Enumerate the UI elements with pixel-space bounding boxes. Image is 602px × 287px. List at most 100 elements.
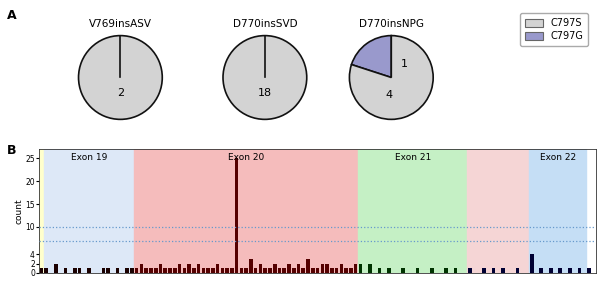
- Bar: [335, 268, 338, 273]
- Bar: [130, 268, 134, 273]
- Bar: [116, 268, 119, 273]
- Bar: [530, 254, 533, 273]
- Bar: [40, 268, 43, 273]
- Wedge shape: [352, 36, 391, 77]
- Bar: [168, 268, 172, 273]
- Bar: [444, 268, 448, 273]
- Bar: [135, 268, 138, 273]
- Wedge shape: [78, 36, 163, 119]
- Bar: [78, 268, 81, 273]
- Bar: [297, 263, 300, 273]
- Bar: [568, 268, 571, 273]
- Bar: [354, 263, 358, 273]
- Bar: [402, 268, 405, 273]
- Bar: [430, 268, 433, 273]
- Bar: [492, 268, 495, 273]
- Bar: [468, 268, 471, 273]
- Bar: [549, 268, 553, 273]
- Bar: [268, 268, 272, 273]
- Bar: [330, 268, 334, 273]
- Bar: [344, 268, 348, 273]
- Bar: [149, 268, 153, 273]
- Bar: [278, 268, 281, 273]
- Bar: [254, 268, 258, 273]
- Bar: [45, 268, 48, 273]
- Text: Exon 20: Exon 20: [228, 153, 264, 162]
- Bar: [316, 268, 319, 273]
- Text: Exon 22: Exon 22: [540, 153, 576, 162]
- Title: V769insASV: V769insASV: [89, 19, 152, 28]
- Bar: [359, 263, 362, 273]
- Bar: [125, 268, 129, 273]
- Bar: [235, 158, 238, 273]
- Text: Exon 19: Exon 19: [71, 153, 107, 162]
- Bar: [287, 263, 291, 273]
- Legend: C797S, C797G: C797S, C797G: [520, 13, 588, 46]
- Bar: [134, 149, 358, 273]
- Bar: [178, 263, 181, 273]
- Bar: [302, 268, 305, 273]
- Text: 2: 2: [117, 88, 124, 98]
- Bar: [202, 268, 205, 273]
- Bar: [107, 268, 110, 273]
- Bar: [320, 263, 324, 273]
- Bar: [240, 268, 243, 273]
- Bar: [482, 268, 486, 273]
- Bar: [216, 263, 219, 273]
- Bar: [273, 263, 276, 273]
- Text: Exon 21: Exon 21: [395, 153, 431, 162]
- Bar: [577, 268, 581, 273]
- Bar: [102, 268, 105, 273]
- Bar: [244, 268, 248, 273]
- Bar: [340, 263, 343, 273]
- Bar: [264, 268, 267, 273]
- Bar: [529, 149, 586, 273]
- Y-axis label: count: count: [15, 198, 24, 224]
- Wedge shape: [349, 36, 433, 119]
- Bar: [64, 268, 67, 273]
- Bar: [539, 268, 543, 273]
- Bar: [87, 268, 91, 273]
- Title: D770insNPG: D770insNPG: [359, 19, 424, 28]
- Bar: [54, 263, 58, 273]
- Bar: [192, 268, 196, 273]
- Bar: [358, 149, 468, 273]
- Bar: [468, 149, 529, 273]
- Bar: [368, 263, 371, 273]
- Bar: [311, 268, 315, 273]
- Bar: [206, 268, 210, 273]
- Bar: [164, 268, 167, 273]
- Bar: [197, 263, 200, 273]
- Bar: [182, 268, 186, 273]
- Text: A: A: [7, 9, 17, 22]
- Text: B: B: [7, 144, 17, 156]
- Bar: [144, 268, 148, 273]
- Bar: [516, 268, 520, 273]
- Title: D770insSVD: D770insSVD: [232, 19, 297, 28]
- Bar: [140, 263, 143, 273]
- Bar: [39, 149, 44, 273]
- Bar: [249, 259, 253, 273]
- Bar: [501, 268, 505, 273]
- Wedge shape: [223, 36, 307, 119]
- Text: 1: 1: [401, 59, 408, 69]
- Text: 18: 18: [258, 88, 272, 98]
- Bar: [377, 268, 381, 273]
- Bar: [259, 263, 262, 273]
- Bar: [173, 268, 176, 273]
- Bar: [387, 268, 391, 273]
- Bar: [306, 259, 310, 273]
- Bar: [325, 263, 329, 273]
- Bar: [187, 263, 191, 273]
- Bar: [454, 268, 458, 273]
- Bar: [282, 268, 286, 273]
- Bar: [225, 268, 229, 273]
- Bar: [159, 263, 163, 273]
- Bar: [416, 268, 419, 273]
- Bar: [211, 268, 215, 273]
- Bar: [292, 268, 296, 273]
- Bar: [154, 268, 158, 273]
- Bar: [587, 268, 591, 273]
- Bar: [230, 268, 234, 273]
- Text: 4: 4: [386, 90, 393, 100]
